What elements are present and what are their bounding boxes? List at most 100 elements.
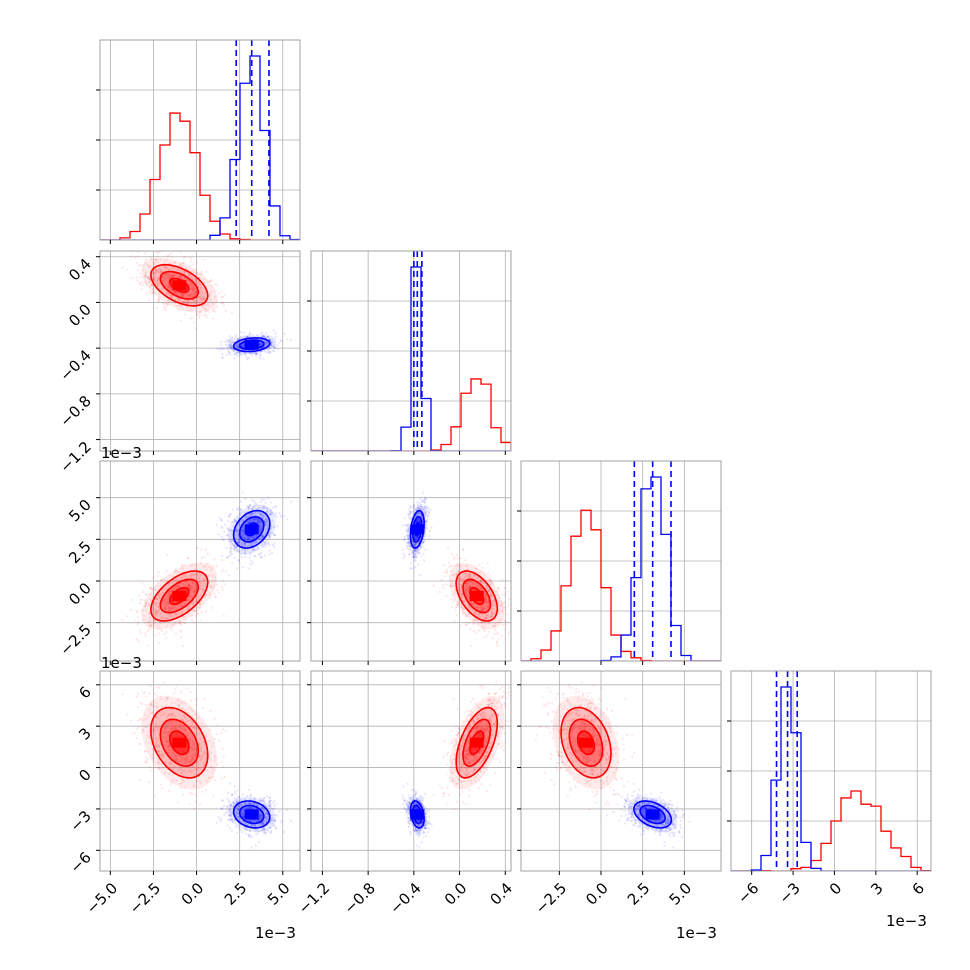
scatter-point [155, 705, 158, 708]
scatter-point [270, 342, 273, 345]
scatter-point [189, 766, 192, 769]
scatter-point [153, 277, 156, 280]
scatter-point [161, 276, 164, 279]
scatter-point [220, 554, 224, 557]
scatter-point [491, 584, 494, 587]
scatter-point [202, 578, 206, 581]
scatter-point [403, 535, 406, 539]
scatter-point [491, 601, 494, 604]
scatter-point [468, 579, 471, 582]
scatter-point [492, 599, 495, 602]
scatter-point [487, 578, 491, 581]
scatter-point [159, 710, 162, 714]
scatter-point [228, 351, 231, 355]
scatter-point [181, 261, 185, 264]
scatter-point [497, 587, 500, 590]
scatter-point [489, 616, 492, 619]
scatter-point [453, 591, 456, 594]
scatter-point [504, 606, 507, 609]
scatter-point [258, 520, 261, 523]
scatter-point [188, 294, 191, 297]
scatter-point [191, 714, 194, 718]
scatter-panel [121, 681, 293, 849]
scatter-point [214, 290, 217, 293]
scatter-point [412, 556, 416, 559]
scatter-point [267, 351, 270, 354]
scatter-point [153, 271, 156, 275]
scatter-point [265, 332, 268, 335]
scatter-point [266, 507, 269, 510]
scatter-point [252, 352, 256, 355]
scatter-point [178, 585, 181, 589]
scatter-point [170, 723, 174, 726]
scatter-point [474, 566, 477, 570]
scatter-point [156, 740, 159, 743]
scatter-point [170, 256, 173, 259]
scatter-point [133, 619, 137, 622]
scatter-point [168, 574, 171, 577]
scatter-point [258, 355, 261, 359]
scatter-point [144, 703, 147, 707]
scatter-point [422, 540, 425, 544]
scatter-point [193, 588, 196, 591]
scatter-point [495, 641, 499, 644]
scatter-point [473, 619, 476, 622]
scatter-point [183, 313, 186, 316]
scatter-point [488, 589, 491, 592]
scatter-point [198, 295, 201, 298]
scatter-point [478, 563, 481, 566]
scatter-point [138, 742, 141, 745]
scatter-point [248, 520, 251, 523]
scatter-point [170, 702, 173, 705]
scatter-point [259, 528, 262, 532]
histogram-panel [521, 461, 721, 661]
scatter-point [141, 619, 145, 622]
scatter-point [240, 343, 243, 347]
scatter-point [222, 304, 225, 307]
scatter-point [185, 267, 188, 270]
scatter-point [172, 274, 175, 277]
scatter-point [242, 528, 245, 532]
scatter-point [200, 548, 203, 551]
scatter-point [168, 591, 171, 595]
scatter-point [236, 351, 239, 355]
scatter-point [241, 335, 244, 338]
scatter-point [198, 756, 201, 759]
scatter-point [407, 529, 410, 533]
scatter-point [190, 759, 193, 762]
scatter-point [148, 267, 151, 270]
scatter-point [485, 613, 489, 617]
scatter-point [251, 352, 254, 355]
scatter-point [209, 569, 212, 572]
scatter-point [253, 555, 256, 558]
scatter-point [261, 334, 264, 337]
scatter-point [159, 270, 162, 273]
density-peak [469, 591, 484, 601]
scatter-point [229, 345, 232, 348]
scatter-point [185, 309, 189, 312]
scatter-point [183, 576, 186, 579]
scatter-point [166, 276, 169, 279]
scatter-point [183, 786, 186, 789]
scatter-point [171, 274, 174, 278]
scatter-point [194, 752, 197, 755]
scatter-point [231, 336, 234, 339]
histogram-series-line [311, 266, 511, 451]
scatter-point [188, 280, 191, 283]
scatter-point [155, 281, 158, 284]
scatter-point [157, 595, 161, 598]
scatter-point [144, 271, 147, 274]
scatter-point [144, 602, 147, 605]
scatter-point [505, 613, 508, 616]
scatter-point [198, 310, 202, 314]
scatter-point [149, 597, 152, 601]
scatter-point [488, 588, 491, 591]
scatter-point [488, 621, 491, 624]
scatter-point [487, 605, 490, 608]
scatter-point [174, 725, 177, 728]
scatter-point [258, 529, 262, 532]
scatter-point [244, 552, 247, 555]
scatter-point [151, 587, 154, 590]
histogram-series-line [311, 378, 511, 451]
